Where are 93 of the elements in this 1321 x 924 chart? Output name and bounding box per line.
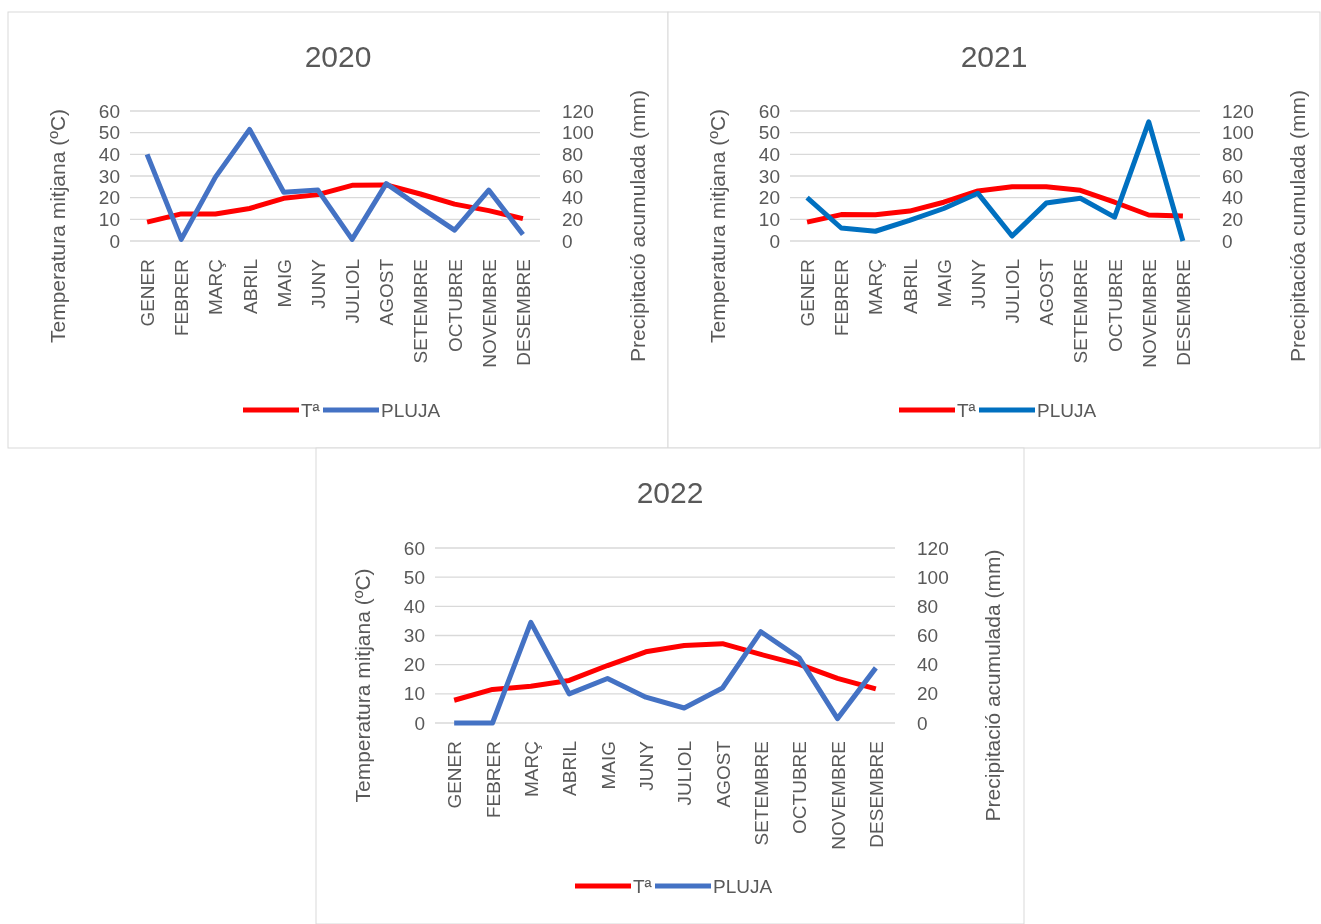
x-tick-label: DESEMBRE (512, 259, 534, 366)
y2-axis-title: Precipitació acumulada (mm) (626, 90, 649, 362)
y2-axis-title: Precipitacióa cumulada (mm) (1286, 90, 1309, 362)
x-tick-label: DESEMBRE (865, 741, 887, 848)
y-tick-label: 10 (758, 208, 780, 230)
x-tick-label: FEBRER (831, 259, 853, 337)
y-tick-label: 50 (98, 122, 120, 144)
x-tick-label: MAIG (933, 259, 955, 308)
y-tick-label: 50 (403, 566, 425, 588)
x-tick-label: JULIOL (674, 741, 696, 806)
x-tick-label: OCTUBRE (1104, 259, 1126, 352)
x-tick-label: SETEMBRE (1070, 259, 1092, 364)
y-axis-title: Temperatura mitjana (ºC) (706, 108, 729, 344)
y2-tick-label: 120 (562, 100, 594, 122)
y-tick-label: 10 (98, 208, 120, 230)
y-tick-label: 60 (758, 100, 780, 122)
y2-tick-label: 120 (1222, 100, 1254, 122)
legend-label: Tª (633, 875, 653, 897)
x-tick-label: NOVEMBRE (478, 259, 500, 368)
y-tick-label: 40 (403, 595, 425, 617)
y-axis-title: Temperatura mitjana (ºC) (46, 108, 69, 344)
x-tick-label: FEBRER (171, 259, 193, 337)
y2-tick-label: 80 (562, 143, 584, 165)
y2-tick-label: 20 (562, 208, 584, 230)
y2-tick-label: 40 (917, 654, 939, 676)
x-tick-label: ABRIL (239, 259, 261, 314)
y2-tick-label: 100 (917, 566, 949, 588)
x-tick-label: AGOST (712, 740, 734, 808)
x-tick-label: AGOST (1036, 258, 1058, 326)
x-tick-label: JULIOL (1002, 259, 1024, 324)
x-tick-label: MAIG (597, 741, 619, 790)
y2-tick-label: 80 (917, 595, 939, 617)
y-axis-title: Temperatura mitjana (ºC) (351, 568, 374, 803)
x-tick-label: GENER (137, 259, 159, 327)
y-tick-label: 40 (98, 143, 120, 165)
y2-tick-label: 60 (1222, 165, 1244, 187)
x-tick-label: OCTUBRE (789, 741, 811, 834)
y-tick-label: 60 (403, 537, 425, 559)
y2-tick-label: 60 (562, 165, 584, 187)
x-tick-label: MARÇ (865, 259, 887, 315)
chart-title: 2022 (636, 476, 704, 509)
y-tick-label: 30 (98, 165, 120, 187)
x-tick-label: SETEMBRE (750, 741, 772, 846)
legend-label: Tª (301, 399, 321, 421)
legend-label: PLUJA (381, 399, 441, 421)
y-tick-label: 30 (758, 165, 780, 187)
x-tick-label: FEBRER (482, 741, 504, 819)
y-tick-label: 50 (758, 122, 780, 144)
x-tick-label: MARÇ (520, 741, 542, 797)
y-tick-label: 40 (758, 143, 780, 165)
x-tick-label: JUNY (967, 258, 989, 309)
y2-tick-label: 80 (1222, 143, 1244, 165)
legend-label: Tª (957, 399, 977, 421)
x-tick-label: ABRIL (899, 259, 921, 314)
y-tick-label: 10 (403, 683, 425, 705)
y2-tick-label: 40 (562, 187, 584, 209)
y-tick-label: 20 (403, 654, 425, 676)
x-tick-label: MAIG (273, 259, 295, 308)
y-tick-label: 0 (769, 230, 780, 252)
y-tick-label: 0 (414, 712, 425, 734)
x-tick-label: GENER (797, 259, 819, 327)
y2-tick-label: 40 (1222, 187, 1244, 209)
y2-tick-label: 60 (917, 625, 939, 647)
y2-tick-label: 0 (1222, 230, 1233, 252)
legend-label: PLUJA (1037, 399, 1097, 421)
x-tick-label: JUNY (635, 740, 657, 791)
y-tick-label: 0 (109, 230, 120, 252)
y-tick-label: 60 (98, 100, 120, 122)
y2-tick-label: 20 (1222, 208, 1244, 230)
legend-label: PLUJA (713, 875, 773, 897)
x-tick-label: MARÇ (205, 259, 227, 315)
y2-tick-label: 100 (562, 122, 594, 144)
y2-tick-label: 100 (1222, 122, 1254, 144)
x-tick-label: AGOST (376, 258, 398, 326)
x-tick-label: ABRIL (559, 741, 581, 796)
chart-title: 2021 (960, 40, 1028, 73)
y2-tick-label: 20 (917, 683, 939, 705)
y-tick-label: 20 (98, 187, 120, 209)
y2-tick-label: 120 (917, 537, 949, 559)
x-tick-label: NOVEMBRE (1138, 259, 1160, 368)
y-tick-label: 20 (758, 187, 780, 209)
y-tick-label: 30 (403, 625, 425, 647)
y2-tick-label: 0 (562, 230, 573, 252)
y2-axis-title: Precipitació acumulada (mm) (981, 549, 1004, 822)
x-tick-label: OCTUBRE (444, 259, 466, 352)
x-tick-label: JUNY (307, 258, 329, 309)
x-tick-label: NOVEMBRE (827, 741, 849, 850)
x-tick-label: GENER (444, 741, 466, 809)
x-tick-label: DESEMBRE (1172, 259, 1194, 366)
chart-title: 2020 (304, 40, 372, 73)
x-tick-label: JULIOL (342, 259, 364, 324)
x-tick-label: SETEMBRE (410, 259, 432, 364)
y2-tick-label: 0 (917, 712, 928, 734)
